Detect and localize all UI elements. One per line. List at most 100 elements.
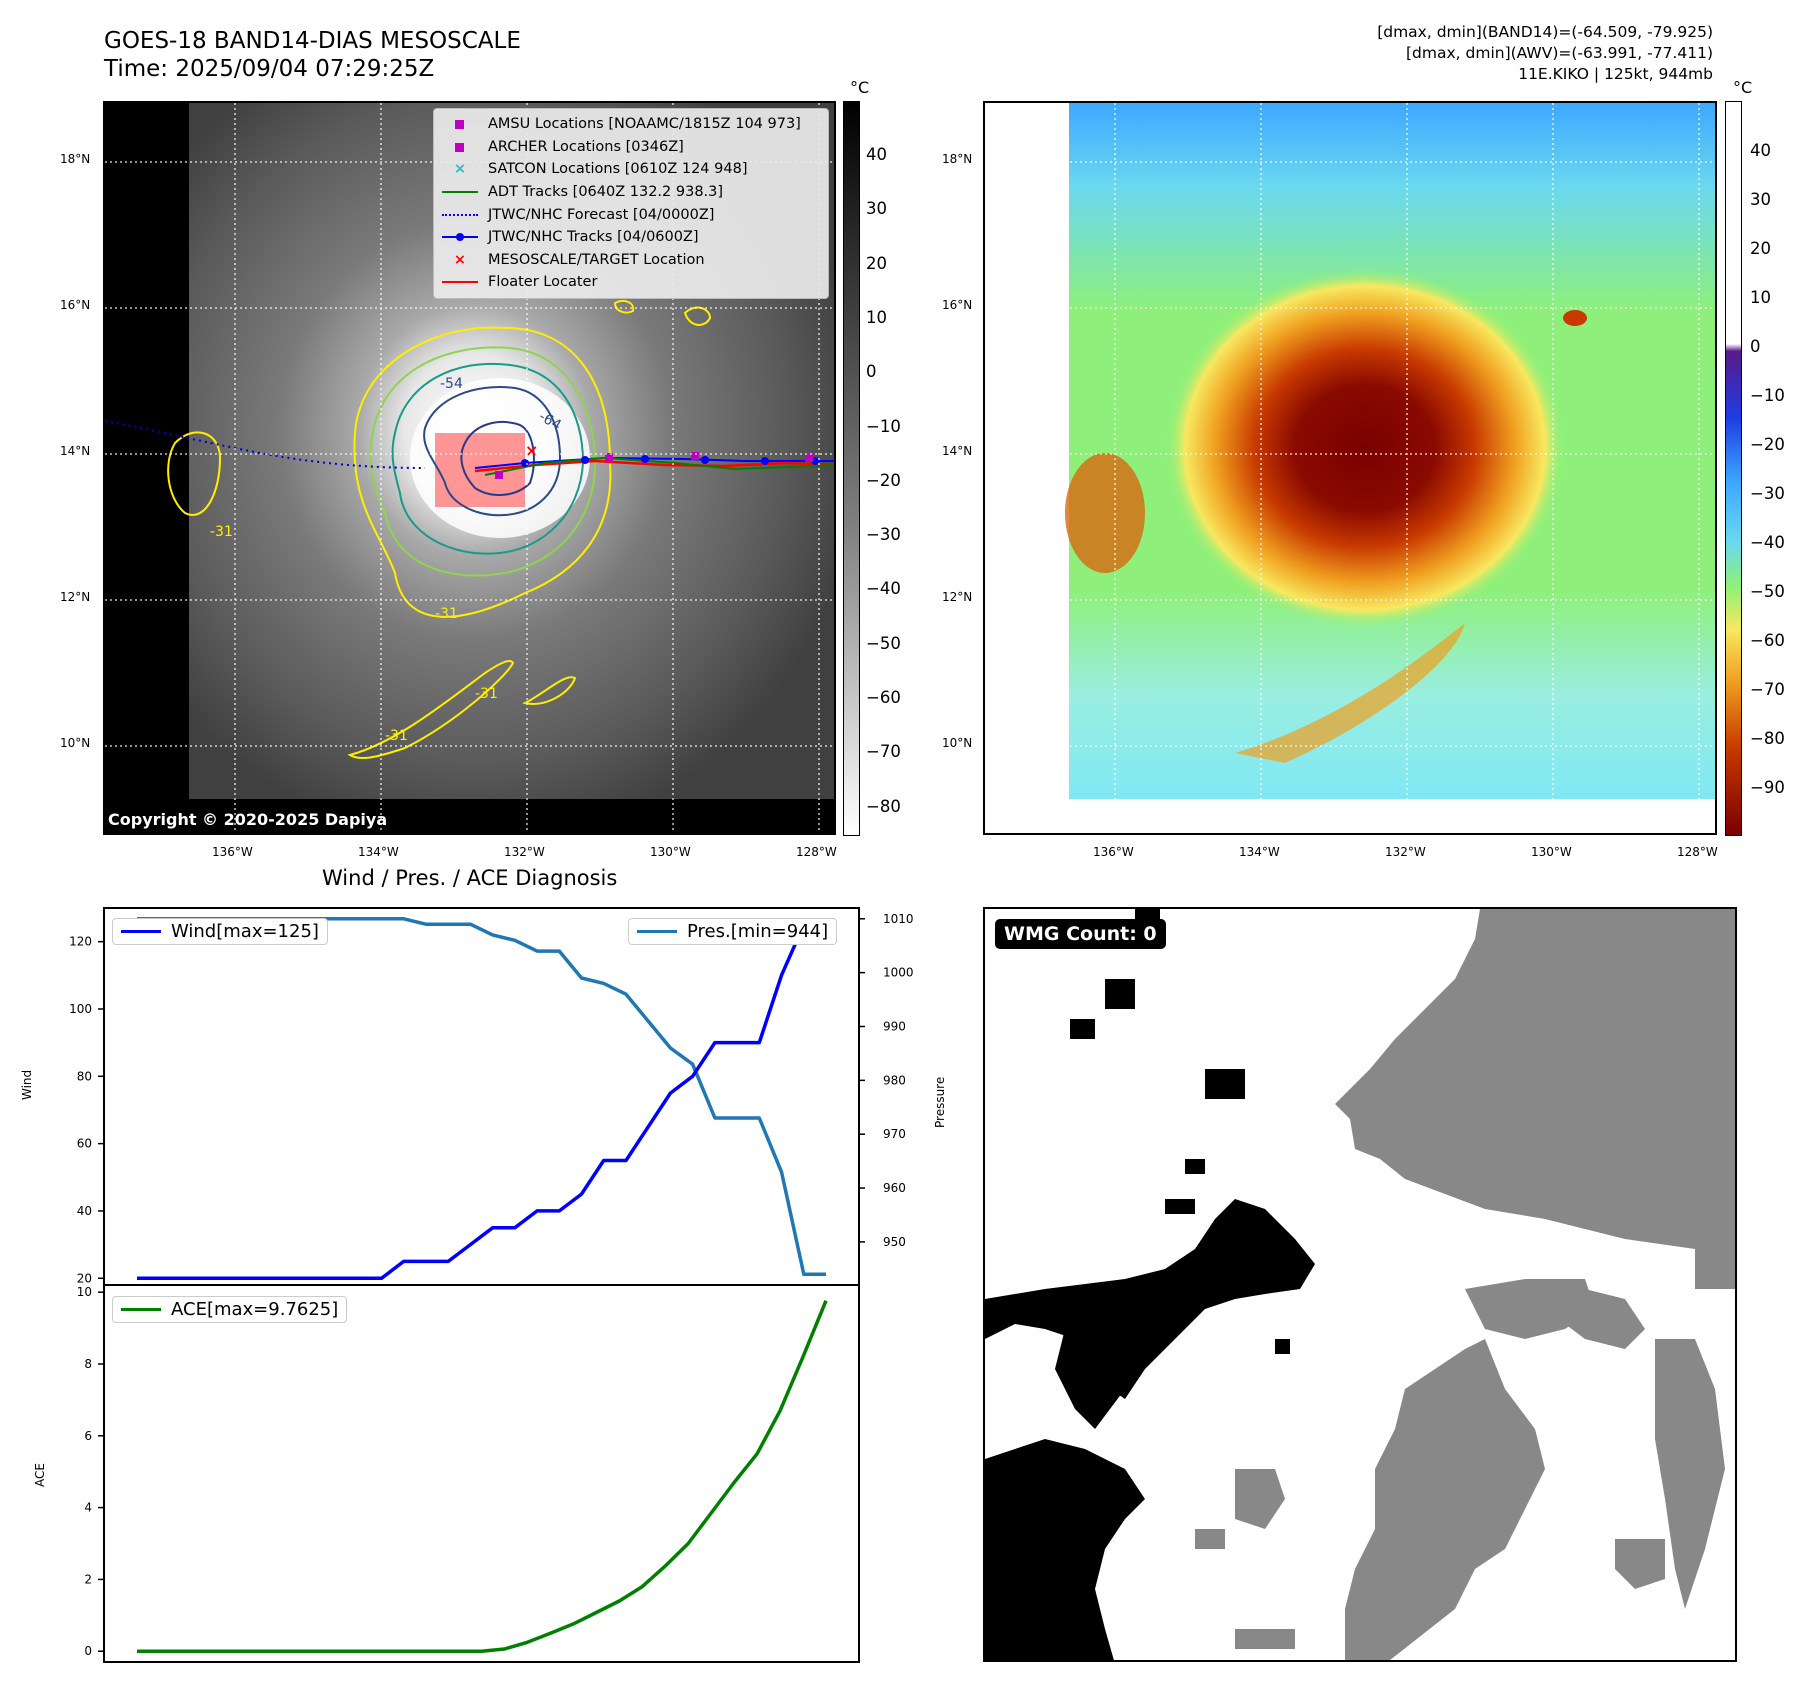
- contour-green: [369, 346, 597, 577]
- contour-ne-cell: [683, 306, 712, 326]
- colorbar-right-tick: 30: [1750, 190, 1771, 209]
- pressure-tick-label: 970: [883, 1127, 906, 1141]
- ace-frame: [103, 1284, 860, 1663]
- ace-series-line: [137, 1300, 828, 1653]
- colorbar-right-tick: −60: [1750, 631, 1785, 650]
- legend-label: JTWC/NHC Forecast [04/0000Z]: [488, 206, 715, 223]
- contour-label: -54: [440, 376, 463, 392]
- colorbar-left-tick: 40: [866, 145, 887, 164]
- lon-tick: 132°W: [1385, 845, 1426, 859]
- colorbar-left-tick: 20: [866, 253, 887, 273]
- ace-tick-label: 8: [84, 1357, 92, 1371]
- colorbar-left-tick: −60: [866, 688, 901, 707]
- contour-west-band: [167, 431, 222, 516]
- lat-tick: 16°N: [60, 298, 91, 312]
- colorbar-left-unit: °C: [850, 78, 870, 97]
- ace-legend: ACE[max=9.7625]: [112, 1296, 348, 1323]
- legend-label: Floater Locater: [488, 274, 598, 291]
- lat-tick: 14°N: [60, 444, 91, 458]
- legend-label: AMSU Locations [NOAAMC/1815Z 104 973]: [488, 116, 801, 133]
- pressure-legend-label: Pres.[min=944]: [687, 921, 829, 942]
- wmg-panel: WMG Count: 0: [983, 907, 1737, 1662]
- figure-time: Time: 2025/09/04 07:29:25Z: [104, 56, 435, 82]
- lat-tick: 10°N: [60, 736, 91, 750]
- lon-tick: 128°W: [796, 845, 837, 859]
- pressure-tick-label: 990: [883, 1019, 906, 1033]
- lon-tick: 134°W: [1239, 845, 1280, 859]
- colorbar-right-tick: −30: [1750, 484, 1785, 503]
- line-dot-marker-icon: [442, 231, 478, 243]
- lat-tick: 18°N: [60, 152, 91, 166]
- legend-item: ADT Tracks [0640Z 132.2 938.3]: [442, 181, 820, 204]
- wind-tick-label: 60: [77, 1137, 92, 1151]
- target-marker: ×: [525, 441, 538, 460]
- legend-item: × SATCON Locations [0610Z 124 948]: [442, 158, 820, 181]
- lon-tick: 130°W: [1531, 845, 1572, 859]
- wind-legend: Wind[max=125]: [112, 918, 328, 945]
- wind-tick-label: 20: [77, 1271, 92, 1285]
- colorbar-left-tick: −40: [866, 579, 901, 599]
- lon-tick: 130°W: [650, 845, 691, 859]
- colorbar-left: [843, 101, 860, 836]
- wmg-black-regions: [985, 909, 1315, 1660]
- colorbar-left-tick: −10: [866, 416, 901, 436]
- wind-tick-label: 100: [69, 1002, 92, 1016]
- adt-track: [484, 456, 834, 476]
- colorbar-right-tick: −80: [1750, 729, 1785, 748]
- colorbar-left-tick: 10: [866, 307, 887, 327]
- colorbar-left-tick: 0: [866, 362, 877, 382]
- colorbar-right-tick: −90: [1750, 778, 1785, 797]
- ace-legend-label: ACE[max=9.7625]: [171, 1299, 339, 1320]
- x-marker-icon: ×: [453, 251, 467, 268]
- colorbar-right-tick: −50: [1750, 582, 1785, 601]
- pressure-series-line: [137, 917, 826, 1276]
- lat-tick: 18°N: [942, 152, 973, 166]
- diag-storm: 11E.KIKO | 125kt, 944mb: [1518, 65, 1713, 83]
- awv-gridlines: [985, 103, 1715, 833]
- wind-pressure-frame: [103, 907, 860, 1286]
- wind-tick-label: 40: [77, 1204, 92, 1218]
- ir-map-legend: AMSU Locations [NOAAMC/1815Z 104 973] AR…: [433, 108, 829, 299]
- lon-tick: 136°W: [212, 845, 253, 859]
- square-marker-icon: [442, 118, 478, 130]
- ace-tick-label: 10: [77, 1285, 92, 1299]
- contour-label: -31: [435, 606, 458, 622]
- line-marker-icon: [442, 276, 478, 288]
- ace-tick-label: 0: [84, 1644, 92, 1658]
- ace-tick-label: 6: [84, 1429, 92, 1443]
- diag-awv: [dmax, dmin](AWV)=(-63.991, -77.411): [1406, 44, 1713, 62]
- legend-label: JTWC/NHC Tracks [04/0600Z]: [488, 229, 699, 246]
- colorbar-right-tick: −20: [1750, 435, 1785, 454]
- diagnosis-chart-title: Wind / Pres. / ACE Diagnosis: [322, 866, 618, 890]
- legend-label: ADT Tracks [0640Z 132.2 938.3]: [488, 184, 724, 201]
- legend-item: JTWC/NHC Forecast [04/0000Z]: [442, 203, 820, 226]
- colorbar-right-tick: 0: [1750, 337, 1761, 356]
- contour-south-band: [347, 660, 515, 760]
- legend-label: SATCON Locations [0610Z 124 948]: [488, 161, 748, 178]
- colorbar-right-tick: 10: [1750, 288, 1771, 307]
- contour-label: -31: [385, 728, 408, 744]
- lon-tick: 136°W: [1093, 845, 1134, 859]
- contour-inner: [460, 421, 535, 496]
- ace-tick-label: 2: [84, 1572, 92, 1586]
- colorbar-left-tick: −50: [866, 633, 901, 653]
- colorbar-right-tick: 40: [1750, 141, 1771, 160]
- pressure-legend: Pres.[min=944]: [628, 918, 838, 945]
- contour-navy: [423, 386, 562, 517]
- wmg-mask-canvas: [985, 909, 1735, 1660]
- line-marker-icon: [442, 186, 478, 198]
- lon-tick: 128°W: [1677, 845, 1718, 859]
- wind-legend-label: Wind[max=125]: [171, 921, 319, 942]
- ace-tick-label: 4: [84, 1501, 92, 1515]
- wind-axis-label: Wind: [20, 1069, 34, 1100]
- pressure-tick-label: 1000: [883, 966, 914, 980]
- contour-south-band-2: [522, 676, 577, 705]
- pressure-tick-label: 950: [883, 1235, 906, 1249]
- legend-item: Floater Locater: [442, 271, 820, 294]
- legend-item: ARCHER Locations [0346Z]: [442, 136, 820, 159]
- lon-tick: 134°W: [358, 845, 399, 859]
- colorbar-right-tick: −70: [1750, 680, 1785, 699]
- ace-line-icon: [121, 1308, 161, 1311]
- contour-label: -31: [475, 686, 498, 702]
- ace-axis-label: ACE: [33, 1463, 47, 1487]
